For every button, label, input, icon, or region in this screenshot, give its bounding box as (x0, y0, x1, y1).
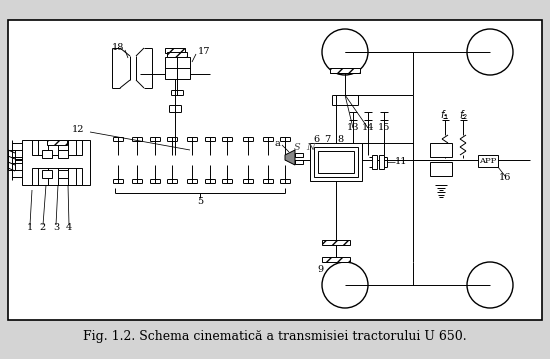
Text: a: a (274, 139, 280, 148)
Bar (90, 155, 410, 165)
Polygon shape (285, 150, 295, 165)
Text: 8: 8 (337, 135, 343, 145)
Bar (165, 48, 185, 53)
Bar (22, 140, 90, 185)
Bar (430, 143, 452, 157)
Text: 11: 11 (395, 158, 408, 167)
Bar (322, 240, 350, 245)
Bar (8, 20, 542, 320)
Text: 7: 7 (324, 135, 330, 145)
Bar (478, 155, 498, 167)
Bar (32, 140, 82, 155)
Text: $f_2$: $f_2$ (459, 108, 468, 122)
Bar (47, 140, 67, 145)
Text: APP: APP (480, 157, 497, 165)
Text: 5: 5 (197, 197, 203, 206)
Text: 9: 9 (317, 266, 323, 275)
Bar (330, 68, 360, 73)
Bar (42, 150, 52, 158)
Text: 16: 16 (499, 173, 511, 182)
Text: Fig. 1.2. Schema cinematică a transmisiei tractorului U 650.: Fig. 1.2. Schema cinematică a transmisie… (83, 330, 467, 343)
Circle shape (467, 29, 513, 75)
Text: 1: 1 (27, 224, 33, 233)
Bar (314, 147, 358, 177)
Bar (58, 150, 68, 158)
Text: 4: 4 (66, 224, 72, 233)
Bar (372, 155, 377, 169)
Bar (42, 170, 52, 178)
Text: 3: 3 (53, 224, 59, 233)
Text: 17: 17 (198, 47, 211, 56)
Text: 6: 6 (313, 135, 319, 145)
Circle shape (467, 262, 513, 308)
Bar (295, 160, 303, 164)
Bar (167, 52, 187, 57)
Text: N: N (306, 144, 314, 153)
Circle shape (322, 29, 368, 75)
Bar (310, 143, 362, 181)
Bar (379, 155, 384, 169)
Text: S: S (294, 144, 300, 153)
Bar (318, 151, 354, 173)
Text: 18: 18 (112, 42, 124, 51)
Text: 2: 2 (40, 224, 46, 233)
Text: 13: 13 (346, 123, 359, 132)
Text: $f_1$: $f_1$ (441, 108, 449, 122)
Bar (322, 257, 350, 262)
Text: 15: 15 (378, 123, 390, 132)
Bar (295, 153, 303, 157)
Bar (32, 168, 82, 185)
Text: 14: 14 (362, 123, 374, 132)
Text: 12: 12 (72, 126, 84, 135)
Circle shape (322, 262, 368, 308)
Bar (165, 57, 190, 79)
Bar (430, 162, 452, 176)
Bar (58, 170, 68, 178)
